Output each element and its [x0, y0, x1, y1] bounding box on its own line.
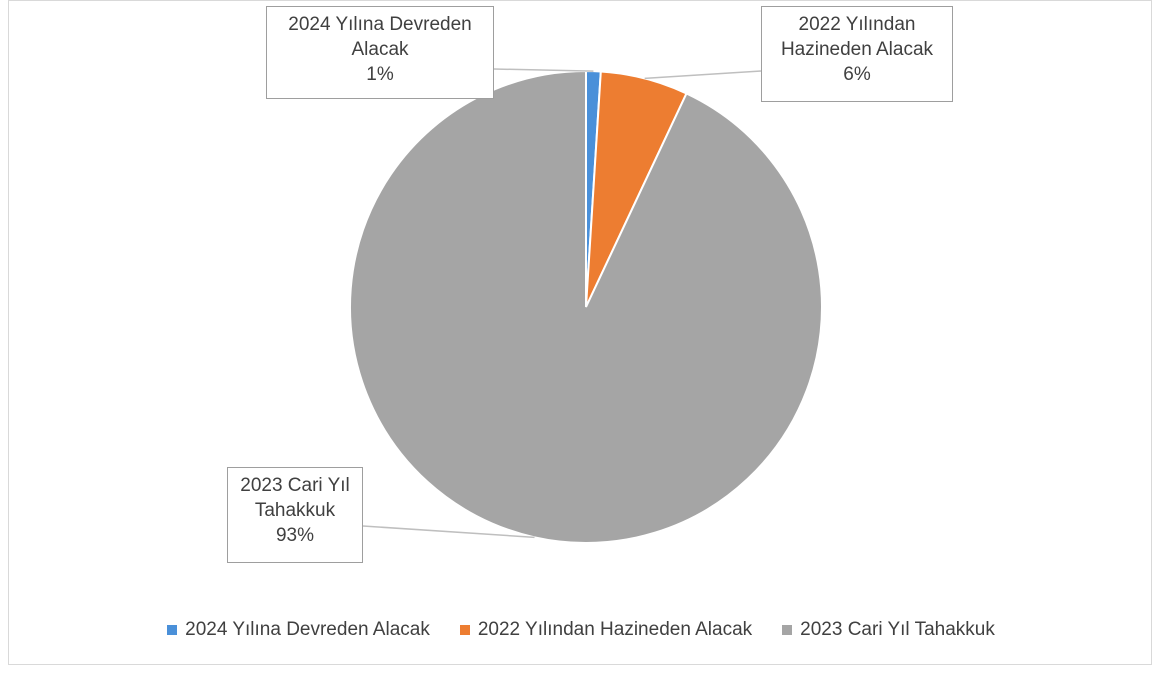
data-label-line: Alacak [351, 39, 409, 60]
data-label-line: 2022 Yılından [798, 14, 916, 35]
data-label-line: 2023 Cari Yıl [240, 475, 350, 496]
legend: 2024 Yılına Devreden Alacak 2022 Yılında… [9, 619, 1153, 641]
legend-swatch [167, 625, 178, 635]
leader-line [362, 525, 535, 539]
data-label-2022-hazineden: 2022 Yılından Hazineden Alacak 6% [761, 6, 953, 102]
legend-label: 2022 Yılından Hazineden Alacak [477, 619, 753, 640]
data-label-line: 2024 Yılına Devreden [288, 14, 472, 35]
chart-frame: 2024 Yılına Devreden Alacak 1% 2022 Yılı… [8, 0, 1152, 665]
pie-chart [349, 68, 823, 544]
pie-slice [349, 69, 823, 544]
leader-line [644, 70, 762, 80]
data-label-2023-cari: 2023 Cari Yıl Tahakkuk 93% [227, 467, 363, 563]
data-label-percent: 6% [843, 64, 871, 85]
data-label-percent: 93% [275, 525, 315, 546]
data-label-line: Tahakkuk [254, 500, 336, 521]
legend-item: 2024 Yılına Devreden Alacak [167, 619, 430, 641]
legend-item: 2023 Cari Yıl Tahakkuk [782, 619, 995, 641]
legend-item: 2022 Yılından Hazineden Alacak [459, 619, 753, 641]
legend-swatch [782, 625, 793, 635]
data-label-line: Hazineden Alacak [780, 39, 934, 60]
legend-label: 2023 Cari Yıl Tahakkuk [800, 619, 995, 640]
pie-slices [349, 69, 823, 544]
legend-swatch [459, 625, 470, 635]
leader-line [493, 68, 594, 72]
data-label-2024-devreden: 2024 Yılına Devreden Alacak 1% [266, 6, 494, 99]
leader-lines [362, 68, 762, 539]
legend-label: 2024 Yılına Devreden Alacak [185, 619, 430, 640]
data-label-percent: 1% [366, 64, 394, 85]
